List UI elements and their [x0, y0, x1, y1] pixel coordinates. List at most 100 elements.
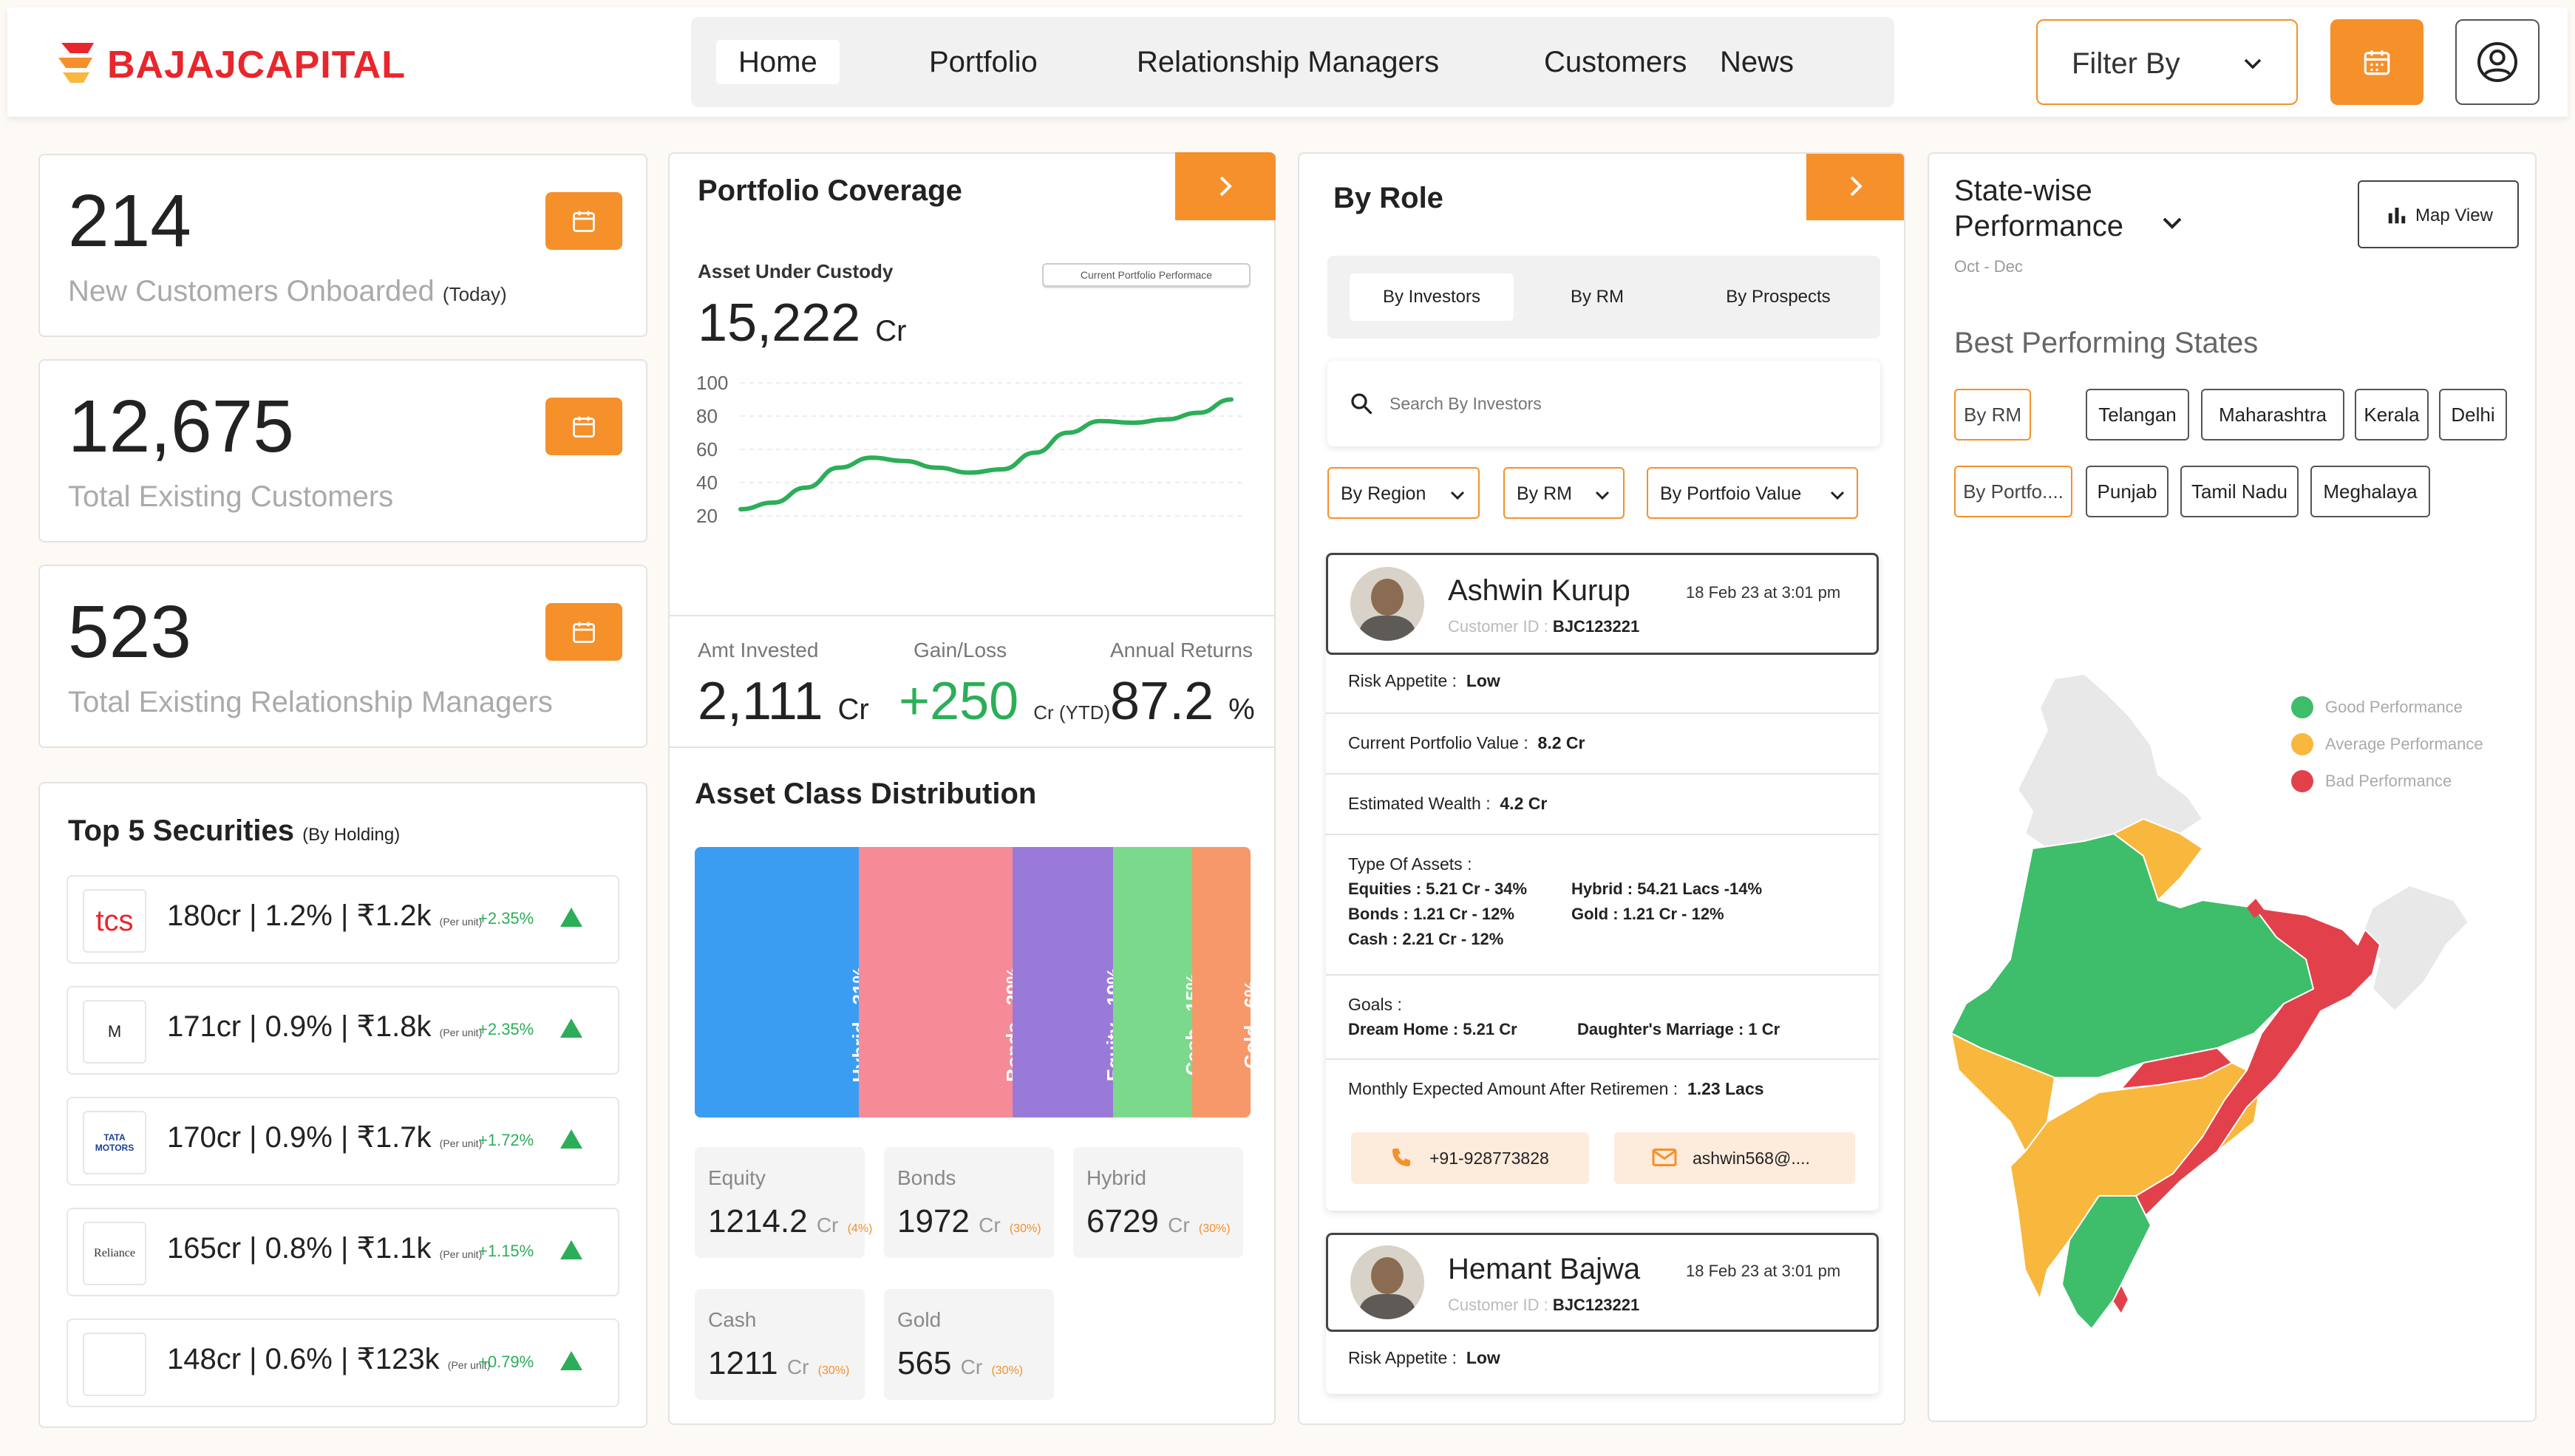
- nav-relationship-managers[interactable]: Relationship Managers: [1137, 46, 1440, 78]
- y-tick-label: 80: [696, 405, 718, 427]
- portfolio-next-button[interactable]: [1175, 152, 1276, 220]
- investor-date: 18 Feb 23 at 3:01 pm: [1686, 1262, 1841, 1280]
- avatar-body: [1359, 616, 1415, 641]
- calendar-button[interactable]: [545, 603, 622, 661]
- nav-news[interactable]: News: [1720, 46, 1795, 78]
- filter-by-region[interactable]: By Region: [1327, 467, 1480, 519]
- avatar: [1350, 567, 1424, 641]
- filter-dropdown[interactable]: Filter By: [2036, 19, 2298, 105]
- securities-title: Top 5 Securities (By Holding): [68, 814, 401, 847]
- auc-label: Asset Under Custody: [698, 260, 894, 282]
- wealth-row: Estimated Wealth : 4.2 Cr: [1348, 794, 1548, 813]
- distribution-bar[interactable]: Bonds - 29%: [859, 847, 1024, 1117]
- investor-card[interactable]: Ashwin Kurup 18 Feb 23 at 3:01 pm Custom…: [1326, 553, 1879, 1211]
- asset-distribution-bars: Hybrid - 31%Bonds - 29%Equity - 19%Cash …: [695, 847, 1251, 1117]
- divider: [1326, 974, 1879, 976]
- divider: [1326, 773, 1879, 775]
- asset-cash: Cash : 2.21 Cr - 12%: [1348, 930, 1504, 948]
- investor-date: 18 Feb 23 at 3:01 pm: [1686, 583, 1841, 602]
- legend-good-label: Good Performance: [2325, 698, 2463, 716]
- asset-equities: Equities : 5.21 Cr - 34%: [1348, 880, 1528, 898]
- map-view-button[interactable]: Map View: [2358, 180, 2519, 248]
- avatar-face: [1371, 1257, 1404, 1294]
- y-tick-label: 20: [696, 505, 718, 527]
- asset-dist-title: Asset Class Distribution: [695, 778, 1037, 810]
- calendar-button[interactable]: [2330, 19, 2423, 105]
- profile-button[interactable]: [2455, 19, 2540, 105]
- distribution-bar[interactable]: Cash - 15%: [1112, 847, 1204, 1117]
- chevron-down-icon: [1830, 491, 1845, 500]
- divider: [670, 746, 1274, 748]
- security-row[interactable]: M 171cr | 0.9% | ₹1.8k (Per unit) +2.35%: [67, 986, 619, 1075]
- tag-telangana[interactable]: Telangan: [2086, 389, 2189, 440]
- mail-icon: [1652, 1149, 1677, 1166]
- investor-name: Hemant Bajwa: [1448, 1253, 1641, 1285]
- search-box[interactable]: [1327, 361, 1880, 446]
- map-average-states-north: [2112, 817, 2204, 902]
- search-icon: [1351, 393, 1372, 415]
- portfolio-line-chart: 100 80 60 40 20: [696, 372, 1246, 527]
- phone-button[interactable]: +91-928773828: [1351, 1132, 1589, 1184]
- risk-row: Risk Appetite : Low: [1348, 1348, 1500, 1367]
- security-row[interactable]: TATA MOTORS 170cr | 0.9% | ₹1.7k (Per uni…: [67, 1097, 619, 1185]
- tag-meghalaya[interactable]: Meghalaya: [2310, 466, 2430, 517]
- email-button[interactable]: ashwin568@....: [1614, 1132, 1855, 1184]
- tab-by-investors[interactable]: By Investors: [1350, 273, 1514, 321]
- tag-by-rm[interactable]: By RM: [1954, 389, 2031, 440]
- chevron-down-icon: [1595, 491, 1610, 500]
- tag-delhi[interactable]: Delhi: [2439, 389, 2507, 440]
- y-tick-label: 60: [696, 438, 718, 460]
- logo[interactable]: BAJAJCAPITAL: [55, 37, 440, 89]
- calendar-icon: [573, 211, 595, 232]
- distribution-bar[interactable]: Equity - 19%: [1012, 847, 1125, 1117]
- security-stats: 170cr | 0.9% | ₹1.7k (Per unit): [167, 1121, 483, 1154]
- calendar-button[interactable]: [545, 192, 622, 250]
- tag-punjab[interactable]: Punjab: [2086, 466, 2168, 517]
- nav-home[interactable]: Home: [716, 40, 840, 84]
- risk-row: Risk Appetite : Low: [1348, 671, 1500, 690]
- filter-by-portfolio-value[interactable]: By Portfoio Value: [1647, 467, 1858, 519]
- asset-box-equity: Equity 1214.2 Cr (4%): [695, 1147, 872, 1258]
- stat-label: Total Existing Customers: [68, 480, 394, 513]
- nav-customers[interactable]: Customers: [1544, 46, 1687, 78]
- state-title[interactable]: State-wise Performance: [1954, 173, 2182, 244]
- avatar-face: [1371, 579, 1404, 616]
- asset-box-bonds: Bonds 1972 Cr (30%): [884, 1147, 1054, 1258]
- security-row[interactable]: Reliance 165cr | 0.8% | ₹1.1k (Per unit) +…: [67, 1208, 619, 1296]
- tab-by-prospects[interactable]: By Prospects: [1726, 287, 1831, 307]
- security-change: +0.79%: [478, 1353, 534, 1371]
- by-role-next-button[interactable]: [1806, 154, 1904, 220]
- tag-kerala[interactable]: Kerala: [2355, 389, 2429, 440]
- returns-value: 87.2 %: [1110, 672, 1255, 731]
- tag-tamil-nadu[interactable]: Tamil Nadu: [2180, 466, 2299, 517]
- arrow-up-icon: [560, 908, 582, 927]
- security-row[interactable]: 148cr | 0.6% | ₹123k (Per unit) +0.79%: [67, 1319, 619, 1407]
- portfolio-value-row: Current Portfolio Value : 8.2 Cr: [1348, 733, 1585, 752]
- security-logo: TATA MOTORS: [83, 1111, 146, 1174]
- tab-by-rm[interactable]: By RM: [1571, 287, 1624, 307]
- asset-box-gold: Gold 565 Cr (30%): [884, 1289, 1054, 1400]
- avatar-body: [1359, 1294, 1415, 1319]
- distribution-bar-label: Gold - 6%: [1239, 980, 1251, 1069]
- filter-by-rm[interactable]: By RM: [1503, 467, 1625, 519]
- distribution-bar[interactable]: Gold - 6%: [1192, 847, 1251, 1117]
- security-logo: tcs: [83, 889, 146, 953]
- security-change: +1.72%: [478, 1131, 534, 1149]
- tag-maharashtra[interactable]: Maharashtra: [2201, 389, 2344, 440]
- divider: [1326, 834, 1879, 835]
- divider: [1326, 1058, 1879, 1060]
- tag-by-portfolio[interactable]: By Portfo....: [1954, 466, 2072, 517]
- calendar-icon: [573, 416, 595, 438]
- investor-card[interactable]: Hemant Bajwa 18 Feb 23 at 3:01 pm Custom…: [1326, 1233, 1879, 1394]
- investor-header: Ashwin Kurup 18 Feb 23 at 3:01 pm Custom…: [1326, 553, 1879, 655]
- bar-chart-icon: [2388, 208, 2406, 224]
- legend-bad-label: Bad Performance: [2325, 772, 2452, 790]
- india-map[interactable]: [1936, 664, 2498, 1403]
- security-row[interactable]: tcs 180cr | 1.2% | ₹1.2k (Per unit) +2.35%: [67, 875, 619, 964]
- distribution-bar[interactable]: Hybrid - 31%: [695, 847, 871, 1117]
- nav-portfolio[interactable]: Portfolio: [929, 46, 1038, 78]
- search-input[interactable]: [1388, 389, 1831, 418]
- calendar-button[interactable]: [545, 398, 622, 455]
- stat-card-new-customers: 214 New Customers Onboarded (Today): [38, 154, 647, 337]
- amt-label: Amt Invested: [698, 639, 819, 661]
